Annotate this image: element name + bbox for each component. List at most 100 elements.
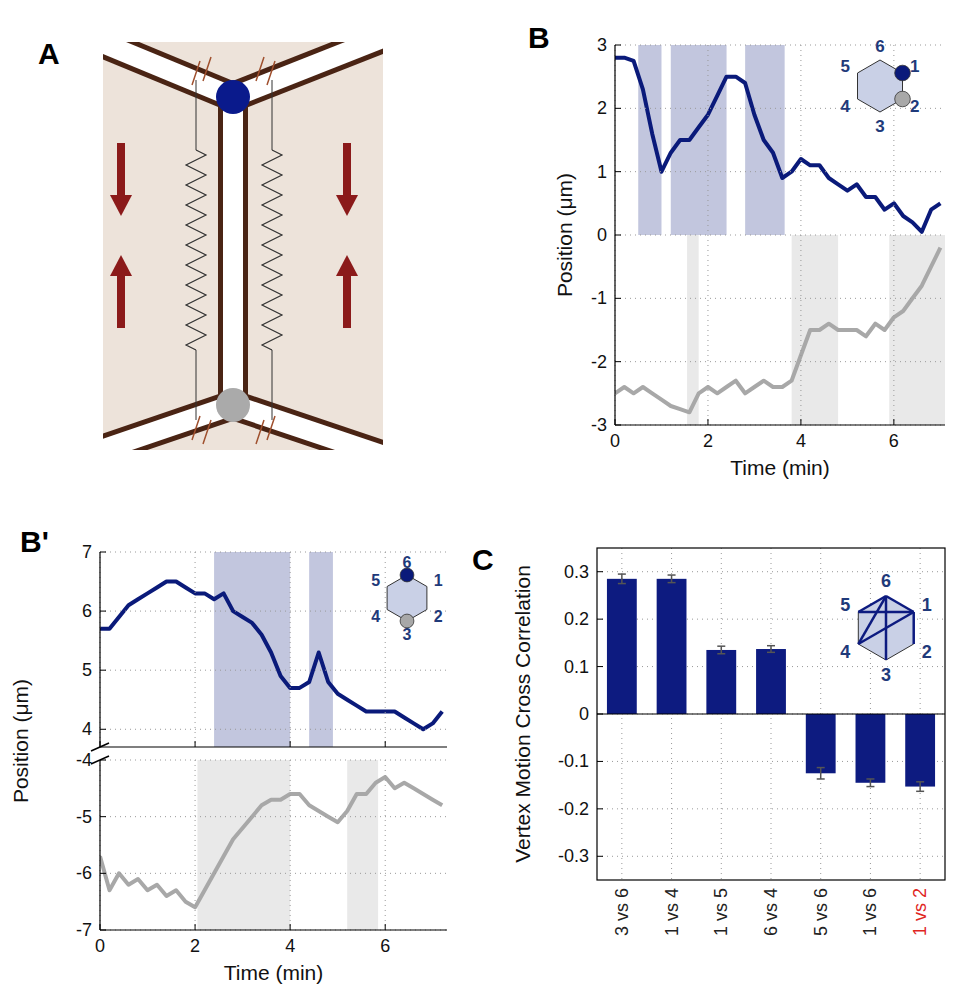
category-label: 3 vs 6 xyxy=(612,888,632,936)
vertex-label: 2 xyxy=(910,97,919,116)
error-bar xyxy=(919,782,921,791)
hexagon-inset: 123456 xyxy=(371,554,442,643)
vertex-grey xyxy=(216,388,250,422)
plot-area xyxy=(100,552,442,747)
spring-link xyxy=(196,80,197,150)
grid-line xyxy=(597,571,945,572)
panel-letter: B xyxy=(528,21,550,54)
error-cap xyxy=(668,574,676,576)
tick-label: -4 xyxy=(76,750,92,770)
axis-title: Time (min) xyxy=(224,961,324,984)
tissue xyxy=(103,42,383,450)
error-cap xyxy=(717,645,725,647)
vertex-label: 3 xyxy=(881,665,891,685)
tick xyxy=(893,419,894,425)
zero-line xyxy=(597,713,945,714)
grid-line xyxy=(615,45,945,46)
category-label: 1 vs 6 xyxy=(860,888,880,936)
category-label: 5 vs 6 xyxy=(811,888,831,936)
plot-area xyxy=(607,574,935,791)
spring-link xyxy=(272,350,273,420)
edge-core xyxy=(223,97,243,405)
grid-line xyxy=(615,171,945,172)
tick-label: 4 xyxy=(285,936,295,956)
pair-line xyxy=(886,596,914,612)
event-span xyxy=(309,552,333,747)
panel-letter: C xyxy=(472,543,494,576)
tick xyxy=(290,741,291,747)
tick-label: -6 xyxy=(76,863,92,883)
grid-line xyxy=(290,552,291,747)
edge-outline xyxy=(103,42,233,97)
tick xyxy=(615,298,621,299)
tick xyxy=(615,361,621,362)
error-bar xyxy=(770,646,772,653)
bar xyxy=(706,650,736,714)
tick xyxy=(100,552,106,553)
arrow-head xyxy=(110,255,132,276)
tick-label: 0 xyxy=(597,225,607,245)
pair-line xyxy=(858,596,886,612)
adhesion xyxy=(267,61,275,85)
edge-outline xyxy=(218,97,248,405)
grid-line xyxy=(100,816,447,817)
error-cap xyxy=(767,652,775,654)
tick-label: 0 xyxy=(610,431,620,451)
arrow-shaft xyxy=(117,276,125,328)
arrow-shaft xyxy=(117,143,125,195)
arrow-shaft xyxy=(343,143,351,195)
panel-letter: A xyxy=(38,37,60,70)
error-bar xyxy=(870,779,872,787)
vertex-label: 3 xyxy=(403,626,412,643)
edge-core xyxy=(233,42,383,97)
arrow-head xyxy=(336,195,358,216)
vertex-label: 6 xyxy=(875,37,884,56)
adhesion xyxy=(267,416,275,440)
vertex-label: 2 xyxy=(434,608,443,625)
grid-line xyxy=(385,760,386,930)
axis-title: Position (μm) xyxy=(553,173,576,297)
tick-label: 6 xyxy=(380,936,390,956)
marked-vertex xyxy=(895,65,911,81)
y-axis xyxy=(99,760,100,930)
tick xyxy=(615,45,621,46)
x-axis xyxy=(615,424,945,425)
tick xyxy=(385,741,386,747)
tick xyxy=(100,924,101,930)
vertex-label: 5 xyxy=(371,572,380,589)
error-cap xyxy=(866,786,874,788)
grid-line xyxy=(615,298,945,299)
spring xyxy=(186,150,206,350)
bar xyxy=(607,579,637,714)
vertex-label: 5 xyxy=(840,595,850,615)
tick xyxy=(100,611,106,612)
line-chart: 0246-3-2-10123Time (min)Position (μm) xyxy=(553,35,945,479)
bar xyxy=(756,649,786,714)
event-span xyxy=(214,552,290,747)
tick xyxy=(100,729,106,730)
grid-line xyxy=(615,425,945,426)
tick xyxy=(615,171,621,172)
edge-core xyxy=(103,42,233,97)
tick xyxy=(597,571,603,572)
vertex-label: 5 xyxy=(841,57,850,76)
tick-label: 1 xyxy=(597,162,607,182)
tick xyxy=(597,808,603,809)
error-cap xyxy=(717,653,725,655)
grid-line xyxy=(597,856,945,857)
tick xyxy=(615,419,616,425)
tick-label: -0.1 xyxy=(558,751,589,771)
grid-line xyxy=(100,930,447,931)
grid-line xyxy=(290,760,291,930)
series-line xyxy=(100,777,442,907)
pair-line xyxy=(858,611,913,614)
grid-line xyxy=(100,729,447,730)
event-span xyxy=(197,760,290,930)
edge-outline xyxy=(233,42,383,97)
tick-label: 0.3 xyxy=(564,562,589,582)
tick-label: 0.2 xyxy=(564,609,589,629)
tick-label: 2 xyxy=(703,431,713,451)
vertex-label: 1 xyxy=(922,595,932,615)
spring-link xyxy=(196,350,197,420)
tick-label: 2 xyxy=(190,936,200,956)
